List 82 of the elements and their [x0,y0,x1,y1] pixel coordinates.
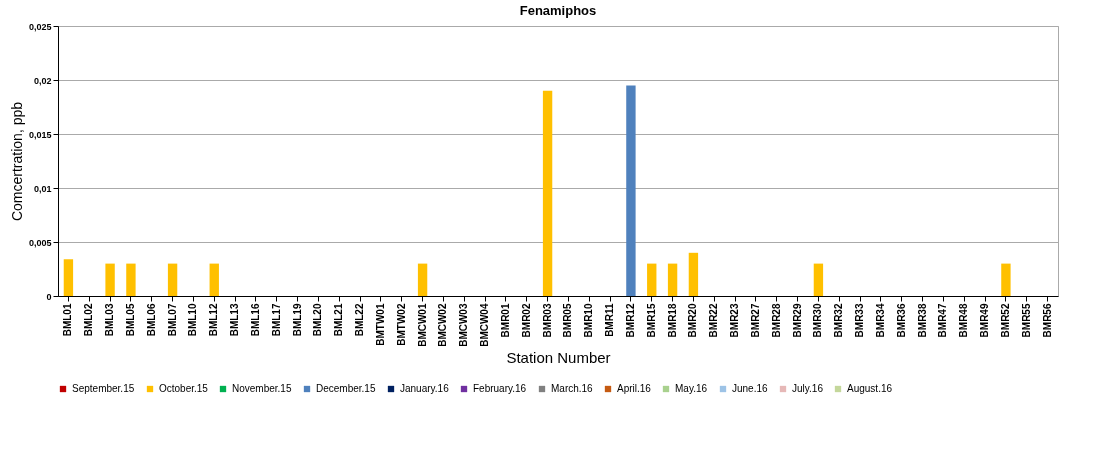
x-tick-label: BMR12 [624,303,636,338]
bar [209,263,219,296]
x-tick-label: BML02 [83,303,95,337]
legend-label: February.16 [473,383,527,394]
x-tick-label: BML17 [270,303,282,337]
x-tick-label: BML01 [62,303,74,337]
legend-label: June.16 [732,383,769,394]
legend-label: September.15 [72,383,135,394]
x-tick-label: BML05 [124,303,136,337]
x-tick-label: BMR02 [520,303,532,338]
x-tick-label: BMR03 [541,303,553,338]
x-tick-label: BMR47 [937,303,949,338]
x-tick-label: BML22 [354,303,366,337]
x-tick-label: BML21 [333,303,345,337]
bar [647,263,657,296]
bar [63,259,74,296]
x-tick-label: BMR38 [916,303,928,338]
y-tick-label: 0,01 [33,183,52,194]
x-tick-label: BML12 [208,303,220,337]
x-tick-label: BML07 [166,303,178,337]
x-tick-label: BMR15 [645,303,657,338]
bar [417,263,428,296]
x-axis-title: Station Number [506,348,611,366]
x-tick-label: BMTW01 [374,303,386,346]
x-tick-label: BML13 [229,303,241,337]
x-tick-label: BML06 [145,303,157,337]
y-tick-label: 0,005 [28,237,52,248]
x-tick-label: BMR29 [791,303,803,338]
x-tick-label: BML10 [187,303,199,337]
x-tick-label: BMR10 [583,303,595,338]
x-tick-label: BMR34 [874,303,886,338]
x-tick-label: BML20 [312,303,324,337]
bar [542,90,553,296]
bar [688,252,699,296]
legend-label: August.16 [847,383,893,394]
x-tick-label: BML19 [291,303,303,337]
x-tick-label: BMR48 [958,303,970,338]
x-tick-label: BMR32 [833,303,845,338]
legend-label: July.16 [792,383,824,394]
legend-label: January.16 [400,383,450,394]
x-tick-label: BMR11 [604,303,616,337]
bar [667,263,678,296]
x-tick-label: BMR22 [708,303,720,338]
x-tick-label: BMR55 [1020,303,1032,338]
y-tick-label: 0,02 [33,75,52,86]
x-tick-label: BMR18 [666,303,678,338]
legend-label: November.15 [232,383,292,394]
x-tick-label: BMCW03 [458,303,470,347]
x-tick-label: BMR56 [1041,303,1053,338]
legend-label: March.16 [551,383,594,394]
x-tick-label: BMR01 [499,303,511,338]
x-tick-label: BMR49 [979,303,991,338]
legend-label: May.16 [675,383,708,394]
x-tick-label: BMR05 [562,303,574,338]
legend-label: April.16 [617,383,652,394]
x-tick-label: BMR52 [999,303,1011,338]
x-tick-label: BMR20 [687,303,699,338]
y-tick-label: 0,025 [28,21,52,32]
bar [1001,263,1011,296]
x-tick-label: BMR30 [812,303,824,338]
bar [126,263,136,296]
bar [105,263,115,296]
y-tick-label: 0 [46,291,52,302]
bar [626,85,636,296]
x-tick-label: BMR36 [895,303,907,338]
x-tick-label: BMTW02 [395,303,407,346]
y-axis-title: Comcertration, ppb [8,101,25,222]
x-tick-label: BML03 [104,303,116,337]
x-tick-label: BMCW02 [437,303,449,347]
x-tick-label: BML16 [249,303,261,337]
legend-label: October.15 [159,383,209,394]
y-tick-label: 0,015 [28,129,52,140]
x-tick-label: BMR33 [854,303,866,338]
chart-title: Fenamiphos [519,3,597,18]
x-tick-label: BMR28 [770,303,782,338]
x-tick-label: BMCW04 [479,303,491,347]
legend-label: December.15 [316,383,376,394]
x-tick-label: BMCW01 [416,303,428,347]
x-tick-label: BMR23 [729,303,741,338]
bar [167,263,178,296]
bar [813,263,824,296]
x-tick-label: BMR27 [749,303,761,338]
